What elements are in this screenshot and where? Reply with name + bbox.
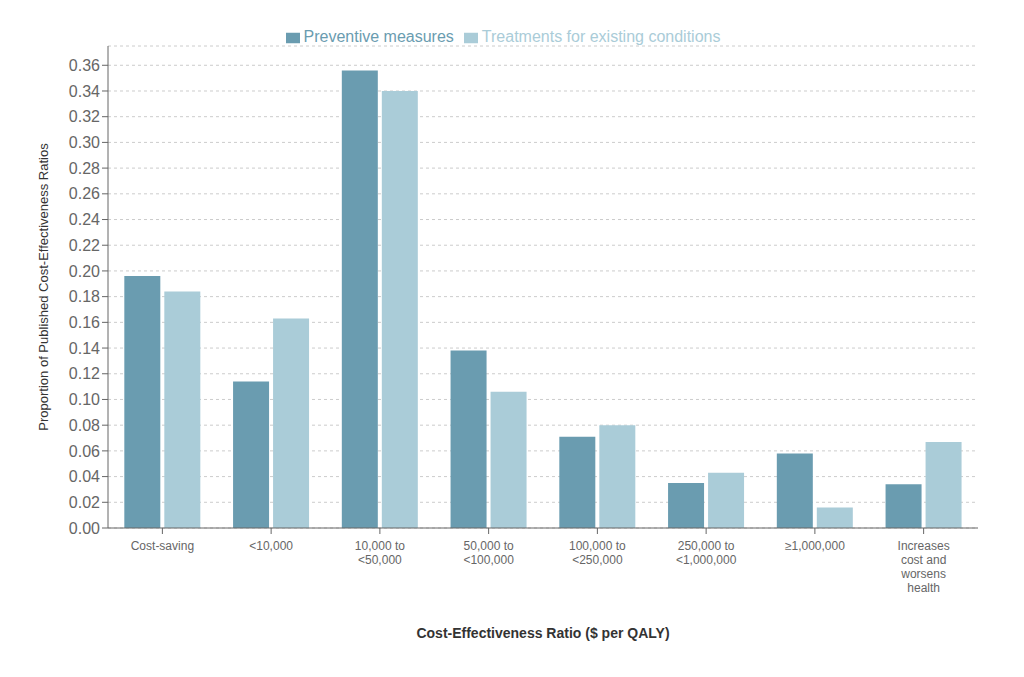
svg-text:0.32: 0.32 <box>69 108 100 125</box>
svg-text:10,000 to<50,000: 10,000 to<50,000 <box>355 539 405 567</box>
svg-text:0.36: 0.36 <box>69 57 100 74</box>
svg-text:250,000 to<1,000,000: 250,000 to<1,000,000 <box>676 539 737 567</box>
html-text:Treatments for existing condit: Treatments for existing conditions <box>481 28 721 45</box>
svg-text:Cost-saving: Cost-saving <box>131 539 194 553</box>
html-text:Preventive measures: Preventive measures <box>303 28 454 45</box>
svg-text:0.10: 0.10 <box>69 391 100 408</box>
svg-text:Increasescost andworsenshealth: Increasescost andworsenshealth <box>898 539 950 595</box>
svg-text:<10,000: <10,000 <box>249 539 293 553</box>
svg-text:0.30: 0.30 <box>69 134 100 151</box>
svg-text:0.14: 0.14 <box>69 340 100 357</box>
svg-text:Proportion of Published Cost-E: Proportion of Published Cost-Effectivene… <box>36 143 51 431</box>
svg-text:0.04: 0.04 <box>69 468 100 485</box>
svg-text:0.02: 0.02 <box>69 494 100 511</box>
svg-text:0.16: 0.16 <box>69 314 100 331</box>
svg-text:0.22: 0.22 <box>69 237 100 254</box>
svg-text:0.34: 0.34 <box>69 83 100 100</box>
svg-text:0.06: 0.06 <box>69 443 100 460</box>
svg-text:50,000 to<100,000: 50,000 to<100,000 <box>463 539 514 567</box>
svg-text:0.24: 0.24 <box>69 211 100 228</box>
svg-text:0.00: 0.00 <box>69 520 100 537</box>
svg-text:0.28: 0.28 <box>69 160 100 177</box>
svg-text:0.26: 0.26 <box>69 185 100 202</box>
svg-text:0.20: 0.20 <box>69 263 100 280</box>
svg-text:≥1,000,000: ≥1,000,000 <box>785 539 845 553</box>
svg-text:0.08: 0.08 <box>69 417 100 434</box>
svg-text:Cost-Effectiveness Ratio ($ pe: Cost-Effectiveness Ratio ($ per QALY) <box>416 625 669 641</box>
svg-text:100,000 to<250,000: 100,000 to<250,000 <box>569 539 626 567</box>
svg-text:0.12: 0.12 <box>69 365 100 382</box>
svg-text:0.18: 0.18 <box>69 288 100 305</box>
